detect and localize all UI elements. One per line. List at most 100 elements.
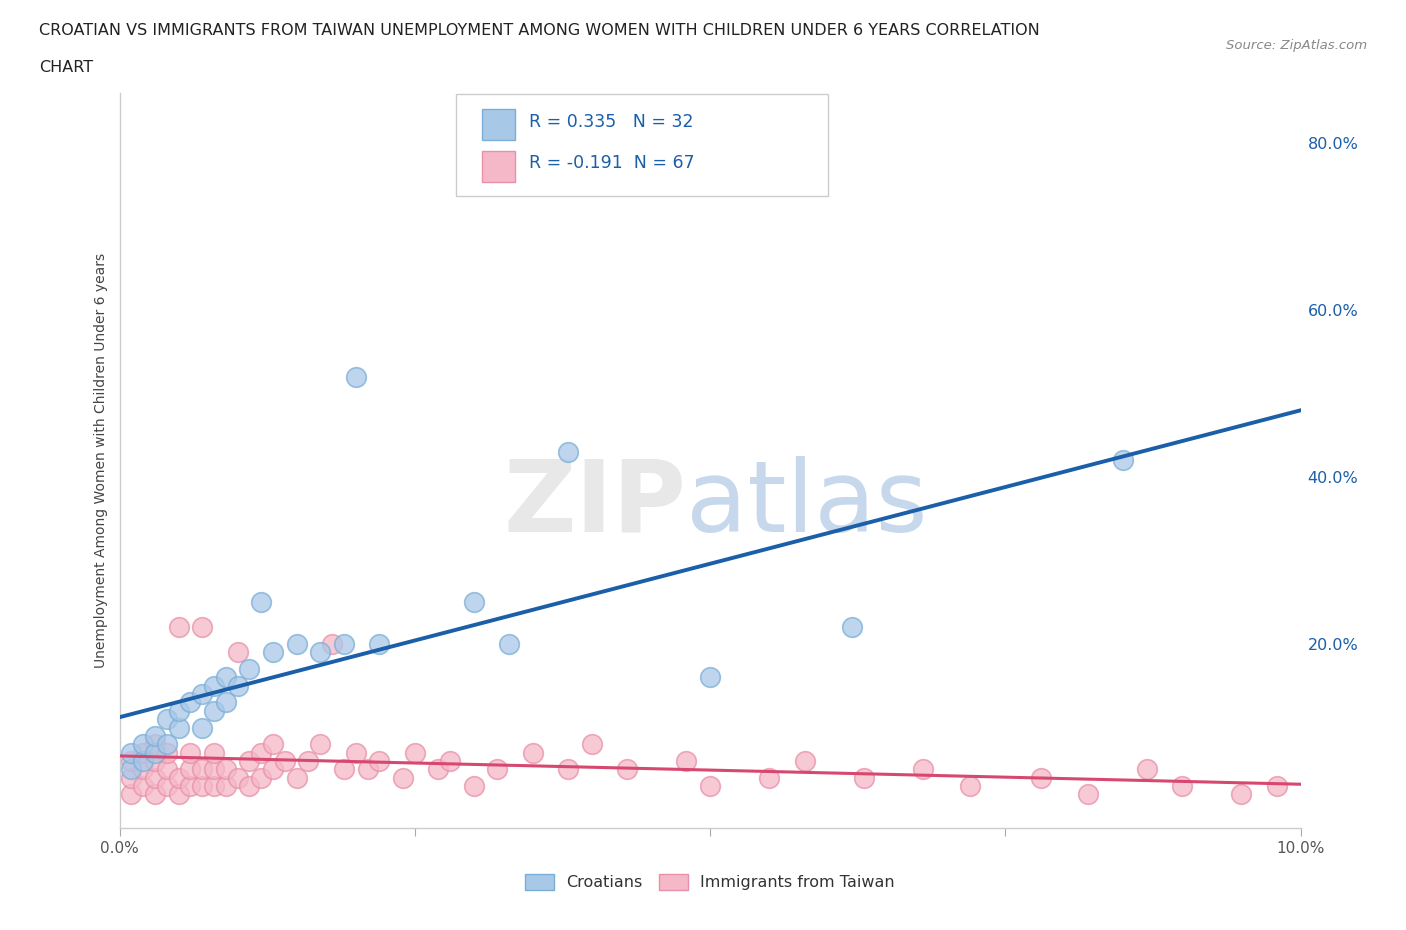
Point	[143, 737, 166, 751]
Text: atlas: atlas	[686, 456, 928, 553]
Point	[132, 762, 155, 777]
Point	[841, 620, 863, 635]
Point	[297, 753, 319, 768]
Point	[179, 778, 201, 793]
Point	[202, 678, 225, 693]
Point	[959, 778, 981, 793]
Legend: Croatians, Immigrants from Taiwan: Croatians, Immigrants from Taiwan	[519, 868, 901, 897]
Text: ZIP: ZIP	[503, 456, 686, 553]
Point	[167, 787, 190, 802]
Point	[392, 770, 415, 785]
Point	[852, 770, 875, 785]
Point	[758, 770, 780, 785]
Point	[215, 778, 238, 793]
Point	[238, 661, 260, 676]
FancyBboxPatch shape	[482, 109, 515, 140]
Text: CHART: CHART	[39, 60, 93, 75]
Point	[675, 753, 697, 768]
Point	[557, 445, 579, 459]
Point	[1265, 778, 1288, 793]
Point	[368, 637, 391, 652]
Point	[238, 778, 260, 793]
Point	[179, 695, 201, 710]
Point	[202, 778, 225, 793]
Point	[226, 678, 249, 693]
Point	[1077, 787, 1099, 802]
Point	[156, 745, 179, 760]
Point	[1171, 778, 1194, 793]
Point	[167, 770, 190, 785]
Point	[238, 753, 260, 768]
Point	[120, 787, 142, 802]
Point	[156, 711, 179, 726]
Point	[486, 762, 509, 777]
Point	[202, 762, 225, 777]
Point	[463, 778, 485, 793]
Point	[285, 637, 308, 652]
Point	[581, 737, 603, 751]
Point	[215, 695, 238, 710]
Text: R = -0.191  N = 67: R = -0.191 N = 67	[529, 154, 695, 172]
Point	[132, 778, 155, 793]
Point	[215, 670, 238, 684]
Text: CROATIAN VS IMMIGRANTS FROM TAIWAN UNEMPLOYMENT AMONG WOMEN WITH CHILDREN UNDER : CROATIAN VS IMMIGRANTS FROM TAIWAN UNEMP…	[39, 23, 1040, 38]
Point	[191, 778, 214, 793]
Point	[143, 745, 166, 760]
Point	[498, 637, 520, 652]
Point	[699, 670, 721, 684]
Point	[143, 753, 166, 768]
Point	[699, 778, 721, 793]
Point	[132, 737, 155, 751]
Point	[356, 762, 378, 777]
Point	[167, 720, 190, 735]
Point	[333, 762, 356, 777]
Point	[368, 753, 391, 768]
Point	[191, 720, 214, 735]
Point	[427, 762, 450, 777]
Y-axis label: Unemployment Among Women with Children Under 6 years: Unemployment Among Women with Children U…	[94, 253, 108, 668]
Point	[143, 787, 166, 802]
Point	[616, 762, 638, 777]
Point	[793, 753, 815, 768]
Text: R = 0.335   N = 32: R = 0.335 N = 32	[529, 113, 693, 131]
Point	[262, 737, 284, 751]
Point	[202, 703, 225, 718]
Point	[250, 595, 273, 610]
Point	[156, 762, 179, 777]
Point	[120, 762, 142, 777]
Point	[439, 753, 461, 768]
Point	[143, 728, 166, 743]
Point	[156, 737, 179, 751]
Point	[262, 762, 284, 777]
Point	[215, 762, 238, 777]
Point	[309, 737, 332, 751]
Point	[522, 745, 544, 760]
Text: Source: ZipAtlas.com: Source: ZipAtlas.com	[1226, 39, 1367, 52]
Point	[167, 620, 190, 635]
Point	[1230, 787, 1253, 802]
Point	[344, 745, 367, 760]
Point	[143, 770, 166, 785]
Point	[120, 753, 142, 768]
Point	[274, 753, 297, 768]
Point	[333, 637, 356, 652]
Point	[191, 620, 214, 635]
Point	[557, 762, 579, 777]
Point	[191, 686, 214, 701]
Point	[250, 745, 273, 760]
Point	[156, 778, 179, 793]
Point	[191, 762, 214, 777]
Point	[404, 745, 426, 760]
Point	[321, 637, 343, 652]
Point	[344, 369, 367, 384]
Point	[463, 595, 485, 610]
Point	[179, 762, 201, 777]
Point	[132, 753, 155, 768]
Point	[309, 644, 332, 659]
Point	[250, 770, 273, 785]
Point	[132, 745, 155, 760]
Point	[167, 703, 190, 718]
Point	[1112, 453, 1135, 468]
Point	[120, 770, 142, 785]
Point	[262, 644, 284, 659]
